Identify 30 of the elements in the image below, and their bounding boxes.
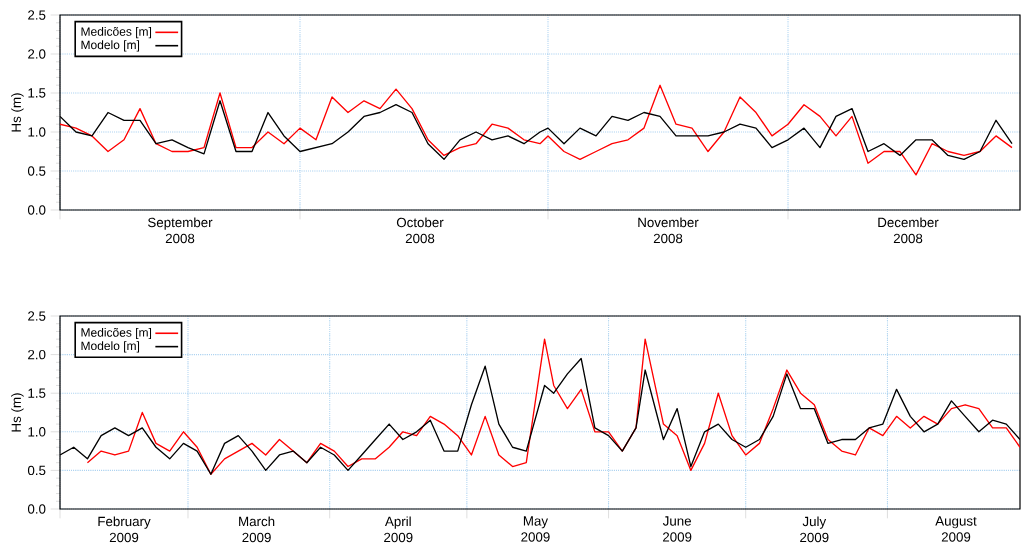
x-tick-label: August 2009 bbox=[935, 516, 977, 542]
y-tick-label: 2.5 bbox=[28, 311, 46, 321]
y-axis-title: Hs (m) bbox=[11, 393, 24, 432]
legend-label: Modelo [m] bbox=[81, 40, 140, 52]
y-tick-label: 2.0 bbox=[28, 49, 46, 59]
x-tick-label: December 2008 bbox=[878, 217, 939, 244]
y-tick-label: 1.0 bbox=[28, 127, 46, 137]
y-tick-label: 0.0 bbox=[27, 504, 46, 514]
legend-label: Medicões [m] bbox=[81, 26, 152, 39]
legend-label: Modelo [m] bbox=[81, 341, 140, 353]
y-tick-label: 0.5 bbox=[27, 166, 46, 176]
y-tick-label: 1.0 bbox=[28, 427, 46, 437]
x-tick-label: June 2009 bbox=[662, 516, 692, 542]
x-tick-label: July 2009 bbox=[800, 516, 829, 543]
x-tick-label: September 2008 bbox=[148, 217, 213, 244]
y-axis-title: Hs (m) bbox=[11, 93, 24, 132]
legend-label: Medicões [m] bbox=[81, 327, 152, 340]
y-tick-label: 2.5 bbox=[28, 10, 46, 20]
y-tick-label: 1.5 bbox=[28, 388, 46, 398]
x-tick-label: November 2008 bbox=[638, 217, 699, 244]
x-tick-label: February 2009 bbox=[98, 516, 151, 543]
line-series bbox=[60, 84, 1013, 176]
x-tick-label: October 2008 bbox=[396, 217, 444, 244]
y-tick-label: 0.5 bbox=[27, 465, 46, 476]
x-tick-label: April 2009 bbox=[384, 516, 413, 543]
y-tick-label: 0.0 bbox=[27, 205, 46, 215]
x-tick-label: March 2009 bbox=[239, 516, 275, 543]
y-tick-label: 1.5 bbox=[28, 88, 46, 98]
y-tick-label: 2.0 bbox=[28, 349, 46, 360]
x-tick-label: May 2009 bbox=[521, 516, 550, 542]
